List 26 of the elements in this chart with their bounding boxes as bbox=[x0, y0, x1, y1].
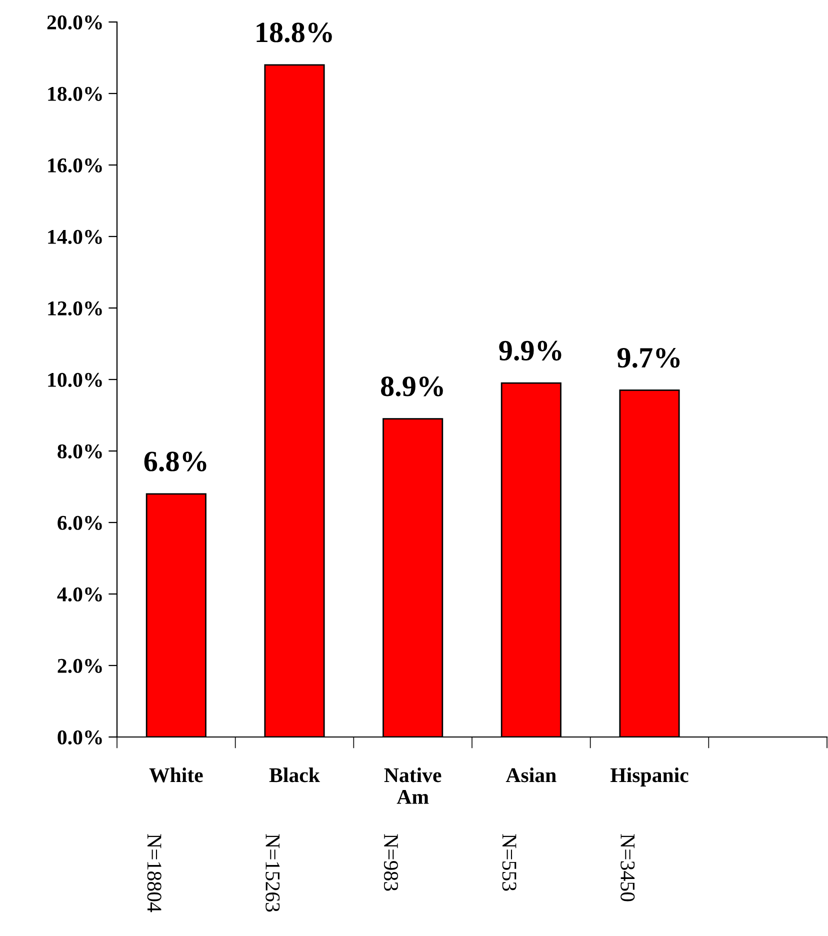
data-label: 6.8% bbox=[144, 452, 206, 472]
y-tick-label: 6.0% bbox=[58, 516, 102, 530]
data-label: 9.7% bbox=[617, 348, 680, 368]
text: N=18804 bbox=[147, 834, 162, 912]
x-tick-label: White bbox=[149, 768, 203, 782]
data-label: 18.8% bbox=[256, 22, 332, 42]
y-tick-label: 20.0% bbox=[47, 15, 102, 30]
text: N=983 bbox=[384, 834, 398, 891]
y-tick-label: 8.0% bbox=[58, 444, 102, 459]
text: N=3450 bbox=[620, 834, 635, 902]
text: N=15263 bbox=[266, 834, 280, 912]
y-tick-label: 4.0% bbox=[57, 587, 102, 602]
y-tick-label: 14.0% bbox=[48, 230, 102, 244]
y-tick-label: 0.0% bbox=[58, 730, 102, 745]
data-label: 9.9% bbox=[499, 340, 562, 361]
x-tick-label: Black bbox=[269, 768, 320, 782]
x-tick-label: Hispanic bbox=[610, 768, 688, 786]
text: N=553 bbox=[502, 834, 516, 891]
y-tick-label: 10.0% bbox=[48, 372, 102, 388]
y-tick-label: 2.0% bbox=[58, 658, 102, 674]
y-tick-label: 18.0% bbox=[48, 86, 102, 102]
y-tick-label: 12.0% bbox=[48, 301, 102, 316]
x-tick-label: Asian bbox=[506, 768, 556, 782]
x-tick-label: Native Am bbox=[384, 768, 442, 804]
data-label: 8.9% bbox=[380, 376, 443, 396]
y-tick-label: 16.0% bbox=[48, 158, 102, 173]
